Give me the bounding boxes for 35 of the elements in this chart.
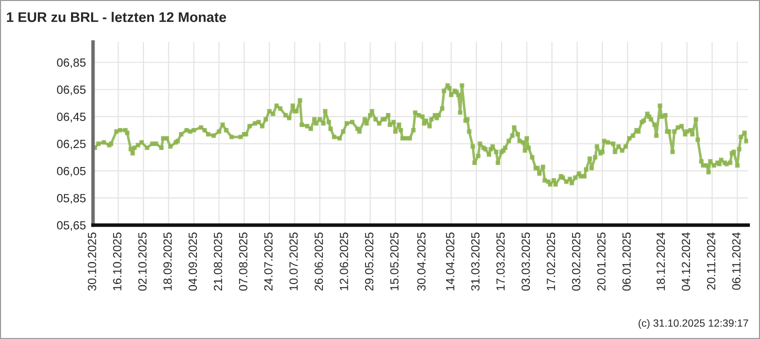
x-tick-label: 31.03.2025	[471, 232, 480, 291]
x-tick-label: 20.01.2025	[597, 232, 606, 291]
x-tick-label: 12.06.2025	[340, 232, 348, 290]
x-tick-label: 03.02.2025	[572, 232, 580, 291]
x-tick-label: 26.06.2025	[314, 232, 323, 291]
chart-title: 1 EUR zu BRL - letzten 12 Monate	[6, 12, 226, 22]
x-tick-label: 16.10.2025	[113, 232, 122, 290]
x-tick-label: 21.08.2025	[214, 232, 222, 291]
y-tick-label: 05,85	[57, 194, 86, 204]
y-tick-label: 06,45	[57, 112, 86, 122]
x-tick-label: 10.07.2025	[289, 232, 298, 290]
x-tick-label: 14.04.2025	[446, 232, 454, 290]
x-tick-label: 30.10.2025	[88, 232, 96, 291]
x-tick-label: 06.11.2024	[732, 232, 741, 290]
y-tick-label: 06,05	[57, 166, 86, 177]
x-tick-label: 30.04.2025	[417, 232, 426, 291]
y-tick-label: 05,65	[57, 221, 86, 231]
x-tick-label: 04.09.2025	[188, 232, 197, 291]
x-tick-label: 02.10.2025	[138, 232, 147, 291]
x-tick-label: 20.11.2024	[706, 232, 716, 290]
x-tick-label: 17.02.2025	[546, 232, 556, 290]
x-tick-label: 18.09.2025	[163, 232, 172, 290]
text: (c) 31.10.2025 12:39:17	[638, 319, 748, 329]
x-tick-label: 06.01.2025	[622, 232, 631, 291]
x-tick-label: 17.03.2025	[496, 232, 505, 290]
x-tick-label: 07.08.2025	[239, 232, 248, 291]
x-tick-label: 29.05.2025	[365, 232, 374, 291]
x-tick-label: 24.07.2025	[264, 232, 273, 291]
y-tick-label: 06,65	[57, 86, 86, 96]
x-tick-label: 18.12.2024	[656, 232, 665, 290]
x-tick-label: 03.03.2025	[522, 232, 530, 291]
y-tick-label: 06,25	[57, 140, 86, 150]
x-tick-label: 04.12.2024	[682, 232, 690, 291]
y-tick-label: 06,85	[57, 58, 86, 68]
x-tick-label: 15.05.2025	[390, 232, 399, 290]
